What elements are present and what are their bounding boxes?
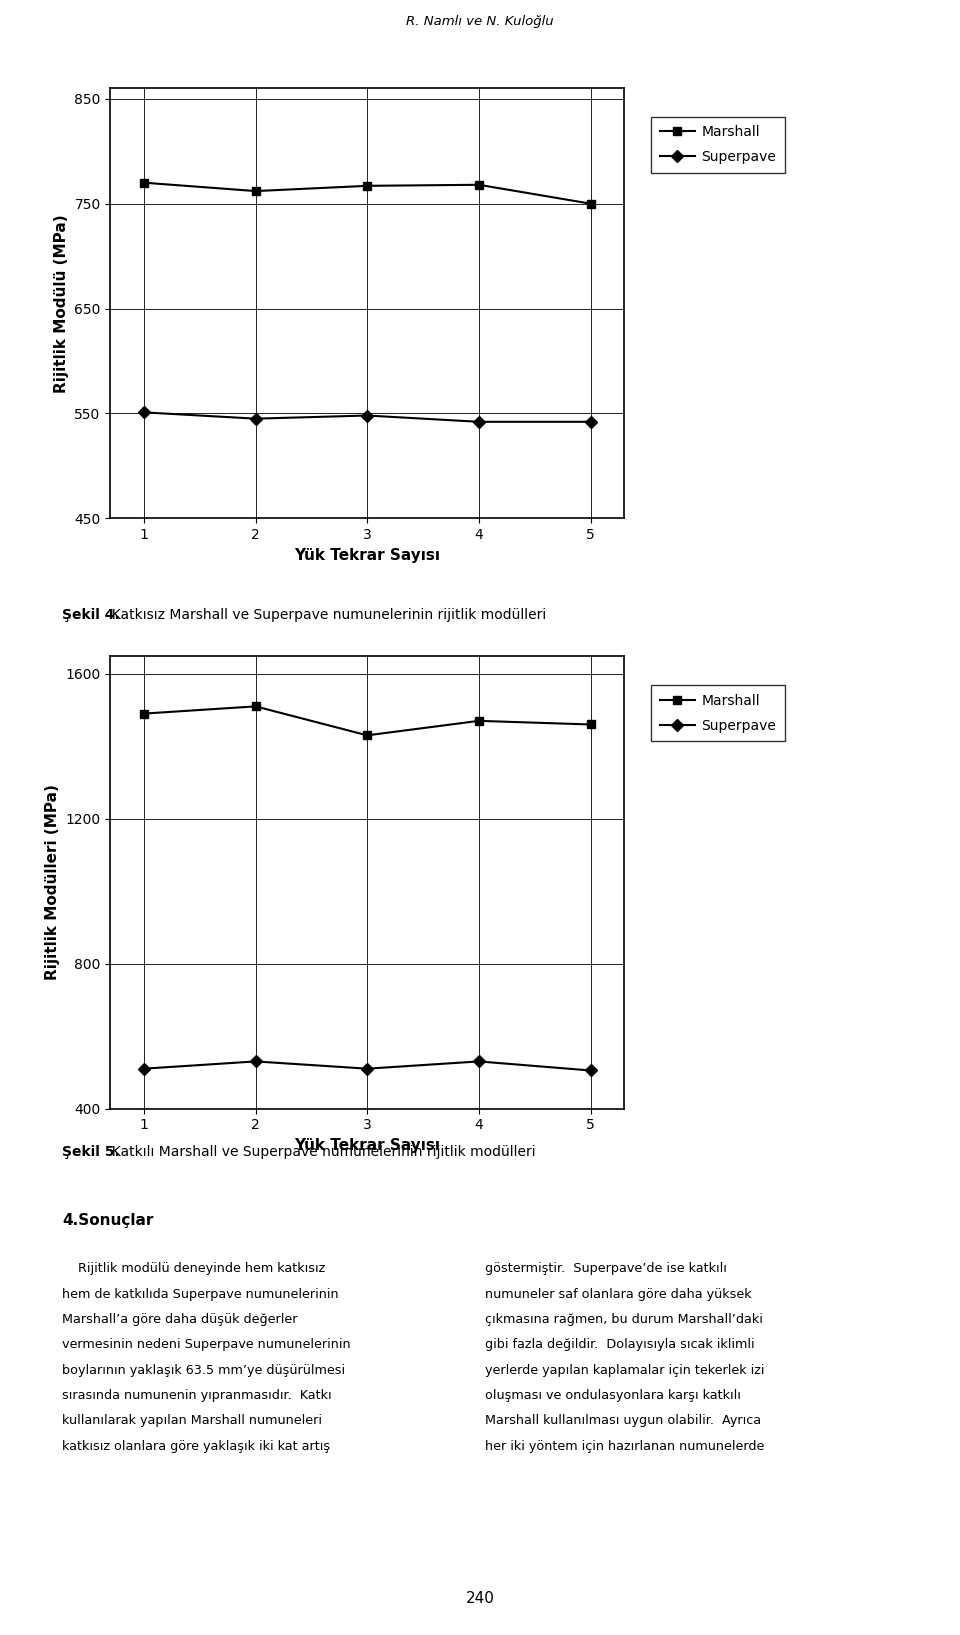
Line: Marshall: Marshall — [140, 178, 594, 208]
Marshall — [138, 173, 150, 193]
Text: Şekil 5.: Şekil 5. — [62, 1144, 120, 1159]
Text: Rijitlik modülü deneyinde hem katkısız: Rijitlik modülü deneyinde hem katkısız — [62, 1262, 325, 1275]
Text: göstermiştir.  Superpave’de ise katkılı: göstermiştir. Superpave’de ise katkılı — [485, 1262, 727, 1275]
Superpave — [473, 1051, 485, 1071]
Marshall — [362, 177, 373, 196]
Text: kullanılarak yapılan Marshall numuneleri: kullanılarak yapılan Marshall numuneleri — [62, 1414, 323, 1427]
Text: katkısız olanlara göre yaklaşık iki kat artış: katkısız olanlara göre yaklaşık iki kat … — [62, 1439, 330, 1452]
Superpave — [473, 412, 485, 432]
Marshall — [473, 711, 485, 731]
Superpave — [362, 405, 373, 425]
Superpave — [138, 1059, 150, 1079]
Superpave — [585, 1061, 596, 1081]
Marshall — [585, 714, 596, 734]
Text: oluşması ve ondulasyonlara karşı katkılı: oluşması ve ondulasyonlara karşı katkılı — [485, 1388, 741, 1401]
Superpave — [250, 1051, 261, 1071]
Legend: Marshall, Superpave: Marshall, Superpave — [652, 685, 784, 741]
Text: numuneler saf olanlara göre daha yüksek: numuneler saf olanlara göre daha yüksek — [485, 1288, 752, 1300]
Superpave — [362, 1059, 373, 1079]
Marshall — [585, 195, 596, 214]
Text: vermesinin nedeni Superpave numunelerinin: vermesinin nedeni Superpave numunelerini… — [62, 1337, 351, 1351]
Text: her iki yöntem için hazırlanan numunelerde: her iki yöntem için hazırlanan numuneler… — [485, 1439, 764, 1452]
Marshall — [362, 726, 373, 746]
Marshall — [250, 181, 261, 201]
Text: Marshall kullanılması uygun olabilir.  Ayrıca: Marshall kullanılması uygun olabilir. Ay… — [485, 1414, 761, 1427]
Line: Marshall: Marshall — [140, 701, 594, 739]
Text: Katkısız Marshall ve Superpave numunelerinin rijitlik modülleri: Katkısız Marshall ve Superpave numuneler… — [103, 608, 546, 623]
Legend: Marshall, Superpave: Marshall, Superpave — [652, 116, 784, 173]
Line: Superpave: Superpave — [140, 1058, 594, 1074]
Superpave — [138, 402, 150, 422]
X-axis label: Yük Tekrar Sayısı: Yük Tekrar Sayısı — [294, 548, 441, 562]
Text: hem de katkılıda Superpave numunelerinin: hem de katkılıda Superpave numunelerinin — [62, 1288, 339, 1300]
Text: 240: 240 — [466, 1591, 494, 1606]
Marshall — [138, 703, 150, 723]
Superpave — [250, 409, 261, 428]
Y-axis label: Rijitlik Modülleri (MPa): Rijitlik Modülleri (MPa) — [45, 785, 60, 979]
Line: Superpave: Superpave — [140, 409, 594, 427]
Text: yerlerde yapılan kaplamalar için tekerlek izi: yerlerde yapılan kaplamalar için tekerle… — [485, 1364, 764, 1377]
Text: R. Namlı ve N. Kuloğlu: R. Namlı ve N. Kuloğlu — [406, 15, 554, 28]
Text: boylarının yaklaşık 63.5 mm’ye düşürülmesi: boylarının yaklaşık 63.5 mm’ye düşürülme… — [62, 1364, 346, 1377]
Text: Şekil 4.: Şekil 4. — [62, 608, 120, 623]
Y-axis label: Rijitlik Modülü (MPa): Rijitlik Modülü (MPa) — [54, 214, 69, 392]
Superpave — [585, 412, 596, 432]
Marshall — [473, 175, 485, 195]
Text: gibi fazla değildir.  Dolayısıyla sıcak iklimli: gibi fazla değildir. Dolayısıyla sıcak i… — [485, 1337, 755, 1351]
Text: çıkmasına rağmen, bu durum Marshall’daki: çıkmasına rağmen, bu durum Marshall’daki — [485, 1313, 762, 1326]
Text: Katkılı Marshall ve Superpave numunelerinin rijitlik modülleri: Katkılı Marshall ve Superpave numuneleri… — [103, 1144, 536, 1159]
Text: sırasında numunenin yıpranmasıdır.  Katkı: sırasında numunenin yıpranmasıdır. Katkı — [62, 1388, 332, 1401]
Marshall — [250, 697, 261, 716]
X-axis label: Yük Tekrar Sayısı: Yük Tekrar Sayısı — [294, 1138, 441, 1153]
Text: Marshall’a göre daha düşük değerler: Marshall’a göre daha düşük değerler — [62, 1313, 298, 1326]
Text: 4.Sonuçlar: 4.Sonuçlar — [62, 1213, 154, 1228]
